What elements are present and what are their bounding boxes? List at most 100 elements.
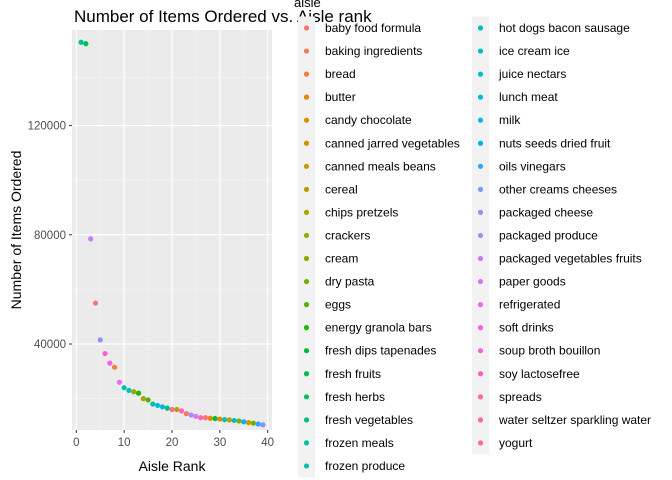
legend-item: soft drinks <box>472 316 554 340</box>
legend-item: juice nectars <box>472 62 566 86</box>
legend-item: spreads <box>472 385 542 409</box>
data-point <box>164 405 170 411</box>
legend-item: lunch meat <box>472 85 558 109</box>
data-point <box>188 412 194 418</box>
legend-item: fresh herbs <box>298 385 385 409</box>
legend-label: eggs <box>325 298 351 312</box>
legend-item: nuts seeds dried fruit <box>472 131 611 155</box>
data-point <box>111 364 118 370</box>
data-point <box>97 337 103 343</box>
legend-item: baby food formula <box>298 16 421 40</box>
data-point <box>198 415 204 421</box>
legend-item: baking ingredients <box>298 39 422 63</box>
legend-label: nuts seeds dried fruit <box>499 136 611 150</box>
legend-marker <box>477 417 484 423</box>
legend-item: water seltzer sparkling water <box>472 408 651 432</box>
legend-marker <box>303 440 310 446</box>
legend-label: cereal <box>325 182 358 196</box>
legend-marker <box>303 417 310 423</box>
legend-marker <box>477 371 484 377</box>
legend-item: candy chocolate <box>298 108 412 132</box>
x-tick-label: 10 <box>118 437 131 449</box>
legend-marker <box>303 371 310 377</box>
legend-marker <box>303 463 310 469</box>
legend-marker <box>303 140 310 146</box>
legend-title: aisle <box>294 0 321 10</box>
legend-item: fresh fruits <box>298 362 381 386</box>
legend-label: bread <box>325 67 356 81</box>
legend-item: crackers <box>298 223 370 247</box>
legend-item: paper goods <box>472 270 566 294</box>
legend-marker <box>477 25 484 31</box>
legend-label: packaged produce <box>499 228 598 242</box>
legend-marker <box>477 394 484 400</box>
data-point <box>183 411 189 417</box>
legend-item: packaged cheese <box>472 200 593 224</box>
legend-label: frozen meals <box>325 436 394 450</box>
legend-label: candy chocolate <box>325 113 412 127</box>
axis-ticks: 0 10 20 30 40 40000 80000 120000 <box>28 121 274 449</box>
legend-marker <box>303 117 310 123</box>
x-tick-label: 30 <box>213 437 226 449</box>
chart-title: Number of Items Ordered vs. Aisle rank <box>74 7 372 26</box>
data-point <box>116 379 122 385</box>
legend-marker <box>303 71 310 77</box>
legend-marker <box>303 232 310 239</box>
legend-label: refrigerated <box>499 298 560 312</box>
legend-label: fresh dips tapenades <box>325 344 436 358</box>
legend-marker <box>477 186 484 192</box>
x-tick-label: 20 <box>166 437 179 449</box>
legend-marker <box>477 94 484 100</box>
data-point <box>250 420 256 426</box>
data-point <box>107 360 113 366</box>
legend-label: frozen produce <box>325 459 405 473</box>
legend-marker <box>303 48 310 54</box>
legend-item: ice cream ice <box>472 39 570 63</box>
legend-item: packaged produce <box>472 223 598 247</box>
data-point <box>231 417 237 424</box>
legend-marker <box>477 140 484 146</box>
legend-marker <box>477 209 484 215</box>
y-tick-label: 40000 <box>34 339 66 351</box>
legend: baby food formula baking ingredients bread… <box>298 16 651 478</box>
data-point <box>102 350 108 357</box>
legend-marker <box>303 325 310 331</box>
legend-label: canned jarred vegetables <box>325 136 460 150</box>
data-point <box>241 419 247 425</box>
legend-marker <box>303 394 310 400</box>
legend-label: energy granola bars <box>325 321 432 335</box>
data-point <box>135 390 142 396</box>
data-point <box>207 415 213 421</box>
legend-label: soft drinks <box>499 321 554 335</box>
legend-label: baking ingredients <box>325 44 422 58</box>
data-point <box>150 401 156 407</box>
data-point <box>145 397 151 403</box>
legend-item: soup broth bouillon <box>472 339 600 363</box>
legend-label: soy lactosefree <box>499 367 580 381</box>
legend-label: dry pasta <box>325 275 375 289</box>
legend-label: baby food formula <box>325 21 421 35</box>
legend-label: packaged cheese <box>499 205 593 219</box>
legend-label: spreads <box>499 390 542 404</box>
legend-marker <box>303 163 310 169</box>
data-point <box>174 406 180 413</box>
data-point <box>126 387 132 394</box>
legend-label: water seltzer sparkling water <box>498 413 651 427</box>
y-tick-label: 120000 <box>28 121 66 133</box>
legend-item: fresh dips tapenades <box>298 339 436 363</box>
legend-label: lunch meat <box>499 90 558 104</box>
legend-item: eggs <box>298 293 351 317</box>
legend-marker <box>477 278 484 285</box>
data-point <box>260 422 266 428</box>
data-points <box>78 39 266 428</box>
legend-item: soy lactosefree <box>472 362 580 386</box>
legend-marker <box>477 48 484 54</box>
data-point <box>169 406 175 413</box>
data-point <box>217 416 223 422</box>
data-point <box>131 389 137 395</box>
legend-item: milk <box>472 108 521 132</box>
data-point <box>193 413 199 419</box>
x-axis-title: Aisle Rank <box>139 458 207 474</box>
legend-label: oils vinegars <box>499 159 566 173</box>
legend-item: chips pretzels <box>298 200 398 224</box>
